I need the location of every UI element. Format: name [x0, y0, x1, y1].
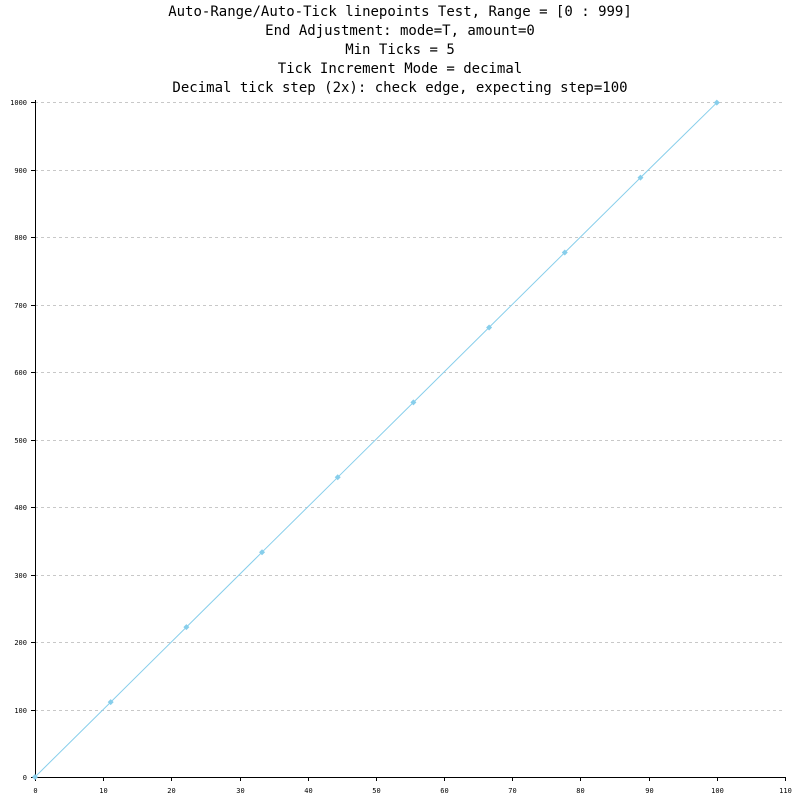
data-point [32, 774, 38, 780]
y-tick-label: 500 [14, 437, 27, 445]
y-tick-label: 1000 [10, 99, 27, 107]
y-tick-label: 300 [14, 572, 27, 580]
series-line [34, 102, 718, 778]
y-tick-label: 800 [14, 234, 27, 242]
y-tick-label: 600 [14, 369, 27, 377]
x-tick-label: 50 [372, 787, 380, 795]
data-point [486, 324, 493, 331]
x-tick-label: 10 [99, 787, 107, 795]
chart-title: Auto-Range/Auto-Tick linepoints Test, Ra… [0, 3, 800, 98]
tick-labels: 0 100 200 300 400 500 600 700 800 900 1000 0 10 20 30 4… [10, 99, 792, 795]
grid-lines [35, 102, 785, 711]
title-line-4: Tick Increment Mode = decimal [277, 61, 523, 77]
x-tick-label: 30 [236, 787, 244, 795]
x-tick-label: 40 [304, 787, 312, 795]
x-tick-label: 0 [33, 787, 37, 795]
x-tick-label: 20 [167, 787, 175, 795]
x-tick-label: 70 [508, 787, 516, 795]
x-tick-label: 100 [711, 787, 724, 795]
data-point [637, 174, 644, 181]
x-tick-label: 110 [779, 787, 792, 795]
y-tick-label: 700 [14, 302, 27, 310]
y-tick-label: 0 [23, 774, 27, 782]
y-tick-label: 400 [14, 504, 27, 512]
x-tick-label: 90 [645, 787, 653, 795]
data-point [713, 99, 720, 106]
title-line-2: End Adjustment: mode=T, amount=0 [265, 23, 535, 39]
data-point [259, 549, 266, 556]
title-line-3: Min Ticks = 5 [345, 42, 455, 58]
y-tick-label: 900 [14, 167, 27, 175]
data-point [410, 399, 417, 406]
x-tick-label: 60 [440, 787, 448, 795]
y-tick-label: 200 [14, 639, 27, 647]
data-point [107, 699, 114, 706]
title-line-5: Decimal tick step (2x): check edge, expe… [172, 80, 628, 96]
data-point [183, 624, 190, 631]
axes [31, 100, 786, 781]
x-tick-label: 80 [576, 787, 584, 795]
series [32, 99, 720, 780]
y-tick-label: 100 [14, 707, 27, 715]
title-line-1: Auto-Range/Auto-Tick linepoints Test, Ra… [168, 4, 632, 20]
data-point [561, 249, 568, 256]
data-point [334, 474, 341, 481]
